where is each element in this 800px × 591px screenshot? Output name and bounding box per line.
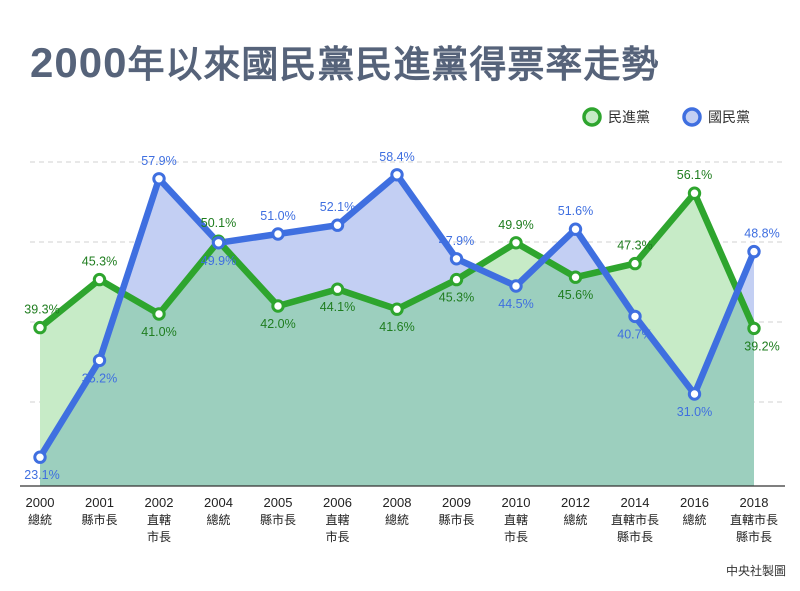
data-label-國民黨-2018: 48.8%	[744, 227, 779, 241]
data-label-民進黨-2010: 49.9%	[498, 218, 533, 232]
point-國民黨-2008	[390, 168, 404, 182]
x-tick-kind-2016-0: 總統	[682, 512, 706, 527]
point-民進黨-2005	[271, 299, 285, 313]
data-label-民進黨-2002: 41.0%	[141, 325, 176, 339]
point-民進黨-2006	[330, 282, 345, 296]
data-label-民進黨-2001: 45.3%	[82, 255, 117, 269]
legend: 民進黨 國民黨	[582, 107, 750, 127]
data-label-國民黨-2014: 40.7%	[617, 327, 652, 341]
point-民進黨-2001	[92, 272, 107, 287]
point-民進黨-2002	[152, 307, 166, 321]
point-國民黨-2012	[568, 222, 583, 236]
point-國民黨-2016	[687, 387, 702, 401]
data-label-國民黨-2001: 35.2%	[82, 371, 117, 385]
x-tick-kind-2005-0: 縣市長	[260, 512, 296, 527]
x-tick-kind-2002-0: 直轄	[147, 512, 171, 527]
x-tick-kind-2000-0: 總統	[28, 512, 52, 527]
x-tick-kind-2014-1: 縣市長	[617, 529, 653, 544]
x-tick-kind-2006-1: 市長	[325, 529, 349, 544]
point-國民黨-2009	[449, 252, 464, 266]
legend-label-國民黨: 國民黨	[708, 110, 750, 126]
point-民進黨-2009	[449, 272, 464, 287]
chart-title-text: 年以來國民黨民進黨得票率走勢	[127, 43, 660, 86]
x-tick-kind-2009-0: 縣市長	[438, 512, 474, 527]
data-label-民進黨-2018: 39.2%	[744, 339, 779, 353]
data-label-國民黨-2002: 57.9%	[141, 154, 176, 168]
data-label-民進黨-2000: 39.3%	[24, 303, 59, 317]
point-國民黨-2006	[330, 218, 345, 232]
x-tick-year-2001: 2001	[85, 495, 114, 510]
chart-title: 2000年以來國民黨民進黨得票率走勢	[30, 34, 659, 88]
legend-swatch-民進黨	[582, 107, 602, 127]
x-tick-kind-2001-0: 縣市長	[81, 512, 117, 527]
point-民進黨-2016	[687, 186, 702, 200]
x-tick-kind-2018-1: 縣市長	[736, 529, 772, 544]
chart-title-year: 2000	[30, 39, 128, 86]
x-tick-year-2009: 2009	[442, 495, 471, 510]
data-label-民進黨-2014: 47.3%	[617, 239, 652, 253]
data-label-民進黨-2006: 44.1%	[320, 300, 355, 314]
source-credit: 中央社製圖	[725, 564, 786, 578]
x-tick-kind-2018-0: 直轄市長	[730, 512, 778, 527]
point-民進黨-2008	[390, 302, 404, 316]
point-民進黨-2018	[747, 321, 761, 336]
x-tick-year-2002: 2002	[145, 495, 174, 510]
data-labels: 39.3% 45.3% 41.0% 50.1% 42.0% 44.1% 41.6% 45.3%…	[24, 150, 779, 482]
point-國民黨-2010	[509, 279, 523, 293]
x-tick-year-2005: 2005	[264, 495, 293, 510]
data-label-國民黨-2012: 51.6%	[558, 204, 593, 218]
x-tick-year-2012: 2012	[561, 495, 590, 510]
data-label-國民黨-2004: 49.9%	[201, 254, 236, 268]
data-label-民進黨-2008: 41.6%	[379, 320, 414, 334]
x-axis-ticks: 2000總統2001縣市長2002直轄市長2004總統2005縣市長2006直轄…	[26, 495, 778, 544]
x-tick-kind-2002-1: 市長	[147, 529, 171, 544]
x-tick-year-2010: 2010	[502, 495, 531, 510]
data-label-國民黨-2009: 47.9%	[439, 234, 474, 248]
series-areas	[40, 174, 754, 487]
data-label-國民黨-2006: 52.1%	[320, 200, 355, 214]
point-國民黨-2000	[33, 450, 47, 464]
point-國民黨-2005	[271, 227, 285, 241]
x-tick-kind-2012-0: 總統	[563, 512, 587, 527]
point-民進黨-2012	[568, 270, 583, 284]
data-label-民進黨-2016: 56.1%	[677, 168, 712, 182]
data-label-國民黨-2016: 31.0%	[677, 405, 712, 419]
x-tick-kind-2014-0: 直轄市長	[611, 512, 659, 527]
data-label-民進黨-2005: 42.0%	[260, 317, 295, 331]
x-tick-kind-2006-0: 直轄	[325, 512, 349, 527]
x-tick-year-2018: 2018	[740, 495, 769, 510]
x-tick-year-2004: 2004	[204, 495, 233, 510]
x-tick-kind-2008-0: 總統	[385, 512, 409, 527]
x-tick-kind-2010-0: 直轄	[504, 512, 528, 527]
x-tick-year-2016: 2016	[680, 495, 709, 510]
x-tick-year-2008: 2008	[383, 495, 412, 510]
point-國民黨-2004	[211, 236, 226, 250]
point-民進黨-2010	[509, 236, 523, 250]
x-tick-kind-2010-1: 市長	[504, 529, 528, 544]
data-label-民進黨-2004: 50.1%	[201, 216, 236, 230]
point-民進黨-2000	[33, 320, 47, 335]
point-民進黨-2014	[628, 256, 642, 271]
x-tick-kind-2004-0: 總統	[206, 512, 230, 527]
point-國民黨-2002	[152, 172, 166, 186]
point-國民黨-2001	[92, 353, 107, 368]
data-label-國民黨-2000: 23.1%	[24, 468, 59, 482]
point-國民黨-2014	[628, 309, 642, 324]
legend-swatch-國民黨	[682, 107, 702, 127]
data-label-民進黨-2012: 45.6%	[558, 288, 593, 302]
legend-label-民進黨: 民進黨	[608, 110, 650, 126]
data-label-國民黨-2005: 51.0%	[260, 209, 295, 223]
data-label-國民黨-2008: 58.4%	[379, 150, 414, 164]
x-tick-year-2014: 2014	[621, 495, 650, 510]
point-國民黨-2018	[747, 244, 761, 259]
series-points	[33, 168, 761, 464]
data-label-國民黨-2010: 44.5%	[498, 297, 533, 311]
x-tick-year-2000: 2000	[26, 495, 55, 510]
data-label-民進黨-2009: 45.3%	[439, 291, 474, 305]
x-tick-year-2006: 2006	[323, 495, 352, 510]
